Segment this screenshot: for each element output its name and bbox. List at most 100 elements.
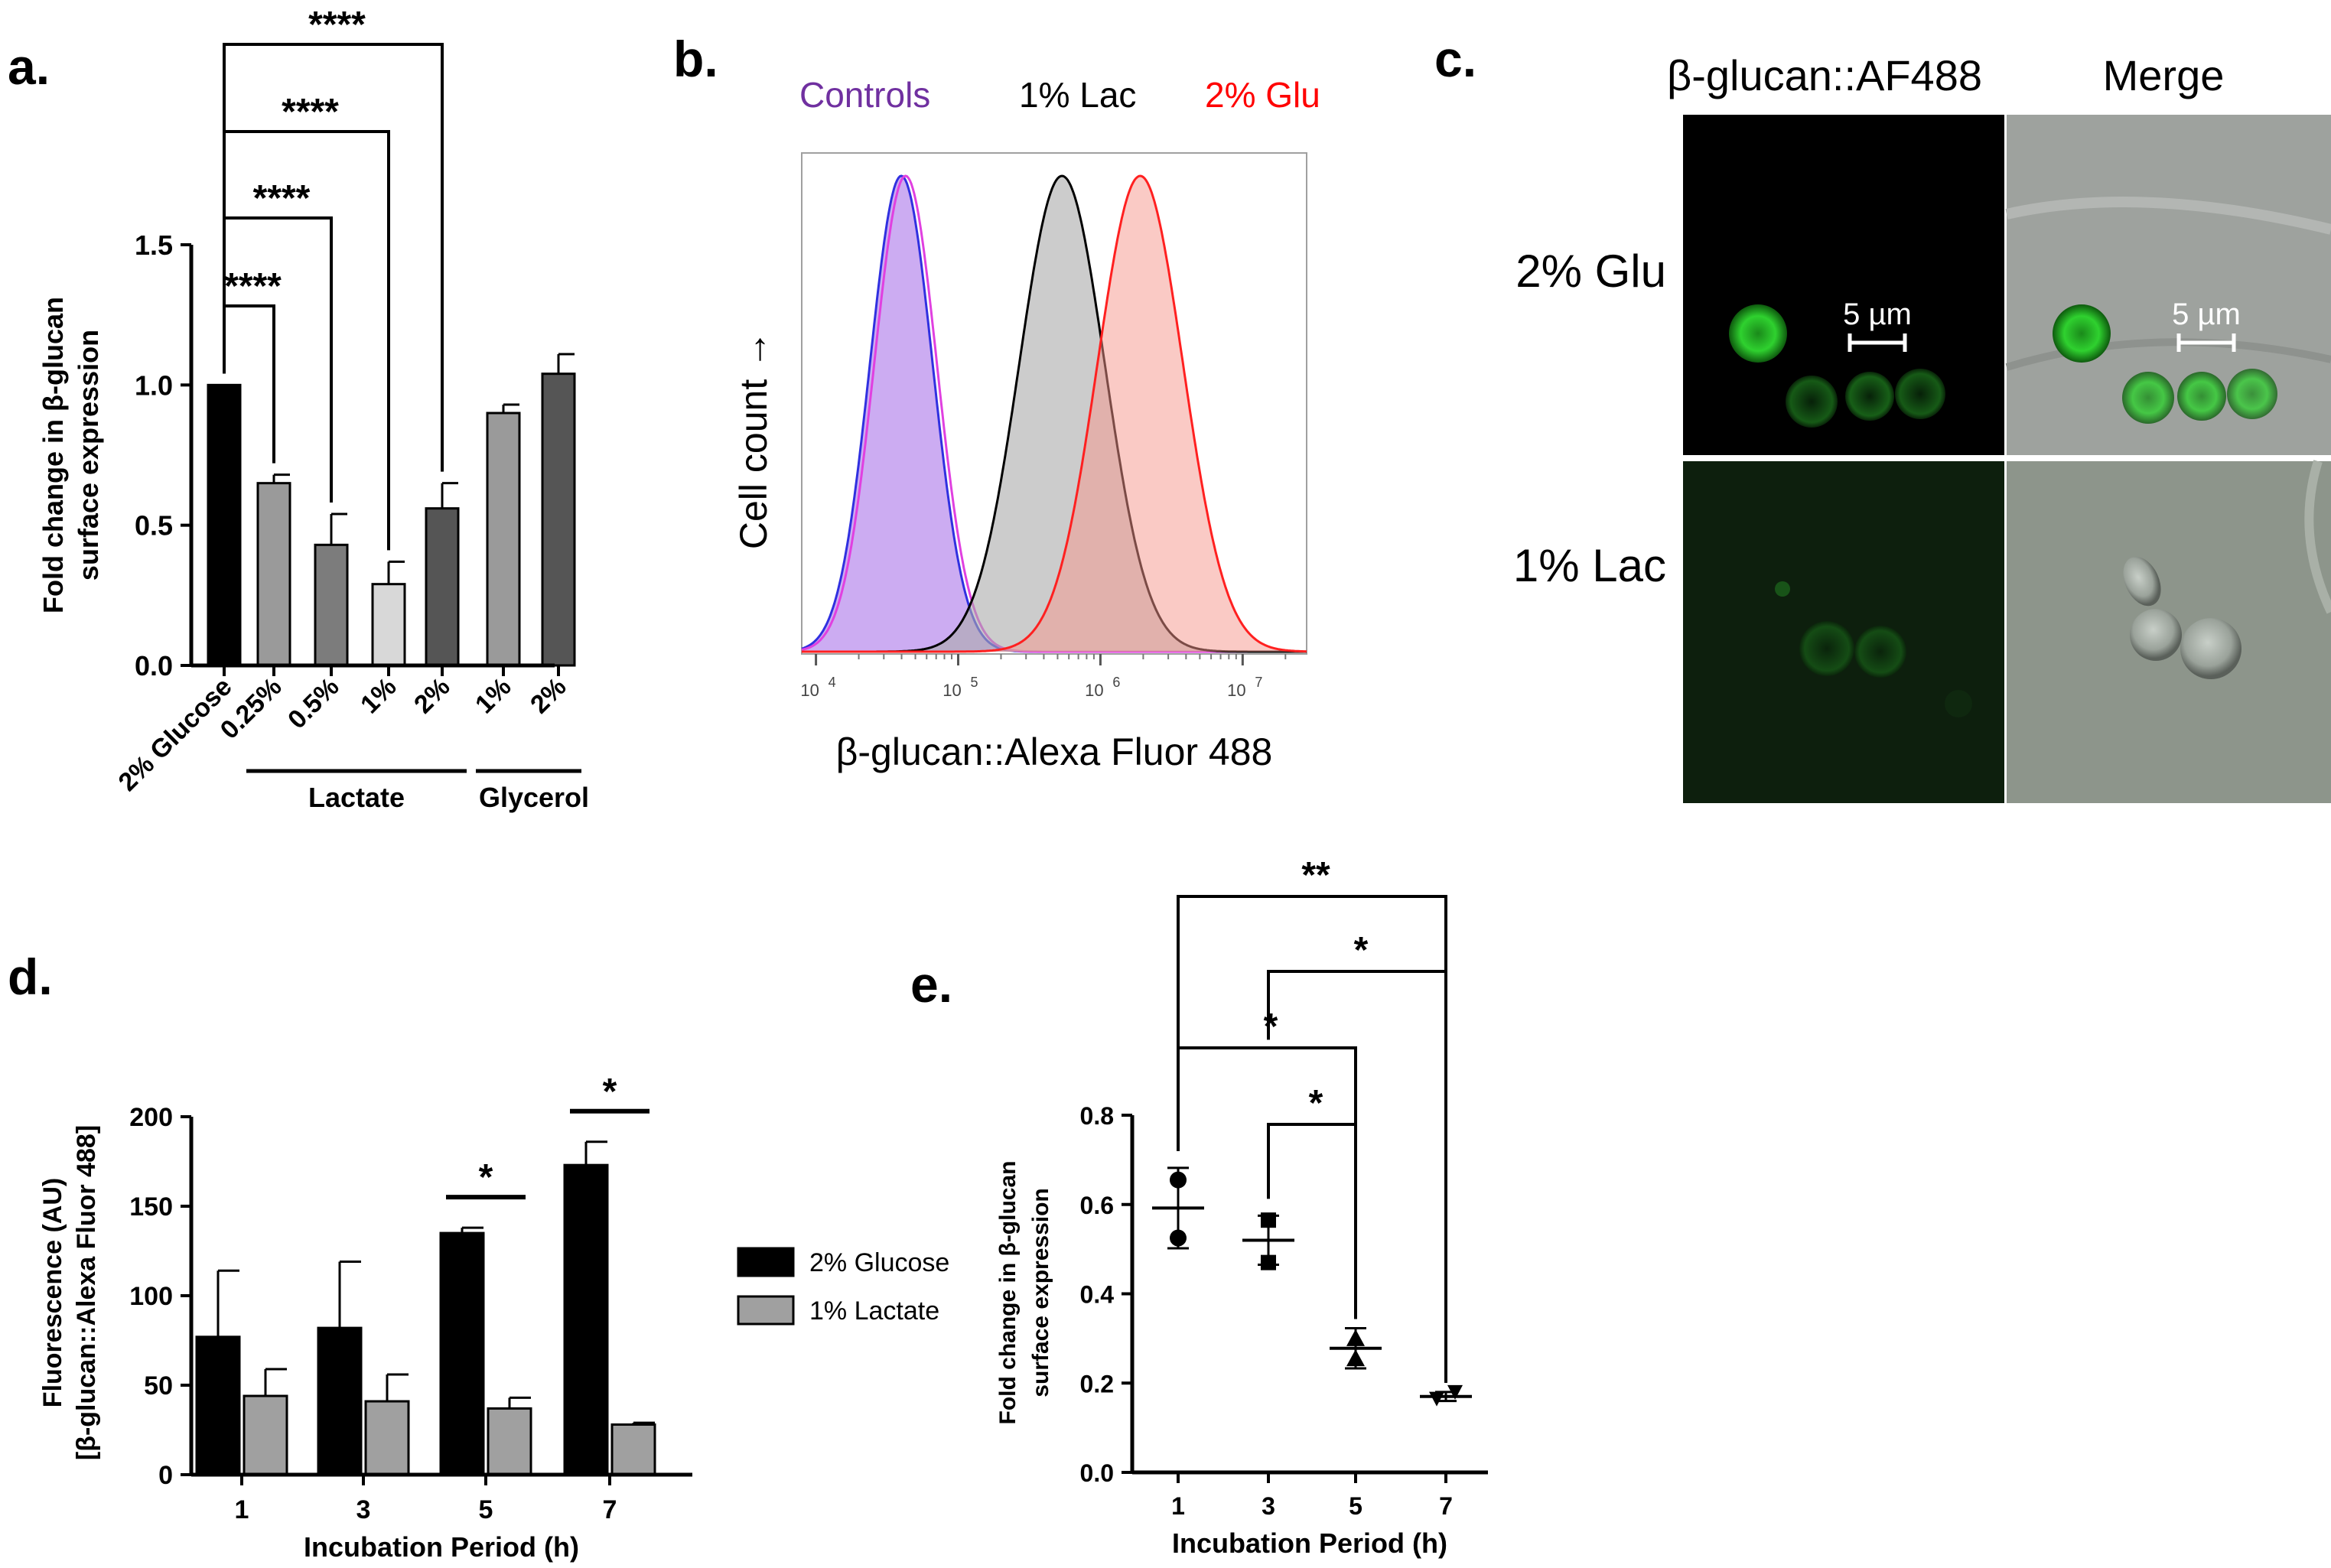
panel-e-ytick-label: 0.2: [1080, 1370, 1114, 1397]
panel-d-bar: [317, 1326, 363, 1476]
micrograph-2pct-glu-merge: 5 µm: [2005, 115, 2331, 455]
scalebar-label-merge: 5 µm: [2172, 298, 2241, 331]
panel-d-significance-star: *: [479, 1157, 493, 1198]
panel-a-ytick-label: 0.5: [135, 510, 173, 542]
panel-e-ylabel-line1: Fold change in β-glucan: [995, 1161, 1021, 1425]
panel-d-ytick-label: 100: [129, 1282, 173, 1311]
legend-2pct-glucose: 2% Glucose: [809, 1248, 949, 1277]
panel-c: β-glucan::AF488 Merge 2% Glu 1% Lac 5 µm: [1513, 51, 2331, 803]
panel-b-xtick-base: 10: [942, 681, 961, 700]
panel-d-ylabel-line1: Fluorescence (AU): [38, 1178, 67, 1407]
panel-b-xtick-base: 10: [1227, 681, 1245, 700]
panel-a-ytick-label: 1.5: [135, 229, 173, 261]
panel-a-bar: [425, 507, 460, 667]
panel-d-bar: [487, 1407, 532, 1476]
panel-a-bar: [486, 412, 521, 667]
panel-a-bar: [256, 482, 291, 667]
panel-e-ytick-label: 0.6: [1080, 1192, 1114, 1219]
panel-b-histogram-fill: [802, 176, 1307, 652]
panel-letter-c: c.: [1434, 31, 1476, 87]
panel-a-xtick-label: 1%: [355, 672, 402, 720]
panel-a-significance-stars: ****: [308, 5, 366, 45]
panel-a-significance-stars: ****: [282, 92, 339, 132]
panel-c-row-label-2pct-glu: 2% Glu: [1515, 246, 1666, 297]
panel-e-point: [1346, 1329, 1365, 1346]
panel-e-xtick-label: 5: [1349, 1492, 1362, 1520]
panel-d-xlabel: Incubation Period (h): [304, 1531, 579, 1563]
panel-a-xtick-label: 0.5%: [282, 672, 345, 735]
panel-a-bars: [207, 353, 576, 667]
panel-a-xtick-label: 2% Glucose: [112, 672, 237, 797]
panel-c-col-label-af488: β-glucan::AF488: [1667, 51, 1982, 99]
legend-swatch-1pct-lactate: [737, 1295, 795, 1326]
legend-controls: Controls: [799, 75, 930, 115]
panel-e-significance: *****: [1177, 855, 1447, 1383]
panel-a-bar: [314, 543, 349, 667]
panel-a-xtick-label: 2%: [409, 672, 456, 720]
panel-e-significance-stars: *: [1309, 1083, 1323, 1124]
panel-e-points: [1152, 1166, 1472, 1407]
panel-e-significance-bracket: [1267, 970, 1447, 1383]
panel-d-significance: **: [446, 1072, 649, 1200]
panel-e-point: [1429, 1391, 1444, 1407]
panel-a-ytick-label: 1.0: [135, 369, 173, 401]
panel-a-bar: [371, 583, 406, 667]
panel-letter-d: d.: [8, 948, 53, 1005]
panel-e-yticks: 0.0 0.2 0.4 0.6 0.8: [1080, 1102, 1132, 1487]
panel-b-xtick-exp: 5: [971, 675, 978, 690]
panel-d-significance-star: *: [603, 1072, 617, 1112]
panel-a-group-glycerol: Glycerol: [479, 782, 589, 813]
scalebar-label-fluorescence: 5 µm: [1843, 298, 1912, 331]
panel-a-significance: **** **** **** ****: [223, 5, 444, 551]
panel-a-ylabel-line1: Fold change in β-glucan: [37, 297, 69, 613]
panel-b-xlabel: β-glucan::Alexa Fluor 488: [836, 730, 1273, 773]
panel-e-xlabel: Incubation Period (h): [1172, 1527, 1447, 1559]
panel-d-ylabel-line2: [β-glucan::Alexa Fluor 488]: [72, 1125, 101, 1460]
panel-d-ytick-label: 50: [144, 1371, 173, 1400]
panel-e-significance-stars: *: [1264, 1007, 1278, 1047]
panel-d-bars: [195, 1140, 656, 1476]
panel-d-bar: [243, 1394, 288, 1476]
panel-c-row-label-1pct-lac: 1% Lac: [1513, 540, 1666, 591]
panel-b-histogram-fill: [802, 176, 1307, 652]
panel-b-plot-frame: [801, 152, 1307, 655]
panel-d-bar: [439, 1231, 485, 1476]
panel-e-point: [1261, 1212, 1276, 1228]
legend-2pct-glu: 2% Glu: [1205, 75, 1320, 115]
panel-d-xtick-label: 7: [603, 1495, 617, 1524]
panel-d-xtick-label: 3: [356, 1495, 371, 1524]
panel-e-significance-stars: **: [1301, 855, 1330, 896]
panel-b-xtick-base: 10: [1085, 681, 1103, 700]
panel-e-significance-bracket: [1267, 1123, 1357, 1319]
legend-swatch-2pct-glucose: [737, 1247, 795, 1277]
panel-a-group-lactate: Lactate: [308, 782, 405, 813]
micrograph-2pct-glu-fluorescence: 5 µm: [1683, 115, 2004, 455]
panel-a-xtick-label: 2%: [525, 672, 572, 720]
panel-e-significance-stars: *: [1354, 930, 1369, 971]
panel-d-bar: [195, 1335, 241, 1476]
panel-letter-b: b.: [673, 31, 718, 87]
panel-d-ytick-label: 0: [158, 1461, 173, 1490]
panel-e-xticks: 1 3 5 7: [1171, 1472, 1453, 1520]
panel-b-xtick-base: 10: [800, 681, 819, 700]
panel-b-histogram-fill: [802, 176, 1307, 652]
panel-e-point: [1346, 1349, 1365, 1367]
panel-a-bar: [207, 383, 242, 667]
panel-d-bar: [610, 1423, 656, 1476]
panel-e-ytick-label: 0.0: [1080, 1459, 1114, 1487]
legend-1pct-lac: 1% Lac: [1019, 75, 1136, 115]
panel-a-significance-bracket: [223, 43, 444, 472]
panel-e-point: [1261, 1254, 1276, 1270]
panel-a-bar: [541, 372, 576, 667]
panel-a: 0.0 0.5 1.0 1.5 **** **** **** **** 2% Glucose…: [37, 5, 589, 813]
panel-b-xtick-exp: 4: [829, 675, 836, 690]
panel-e-ylabel-line2: surface expression: [1028, 1188, 1053, 1397]
panel-d-yticks: 0 50 100 150 200: [129, 1103, 191, 1490]
panel-e-xtick-label: 7: [1439, 1492, 1453, 1520]
panel-a-ylabel-line2: surface expression: [73, 330, 104, 581]
panel-b-histogram-outline: [802, 174, 1307, 653]
